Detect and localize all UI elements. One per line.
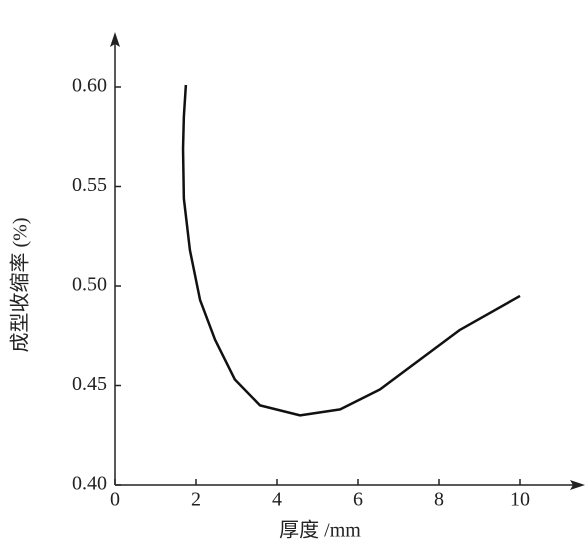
y-axis-label: 成型收缩率 (%) bbox=[9, 218, 32, 353]
y-tick-label: 0.60 bbox=[72, 75, 107, 97]
y-tick-label: 0.40 bbox=[72, 473, 107, 495]
y-tick-label: 0.55 bbox=[72, 174, 107, 196]
x-tick-label: 8 bbox=[434, 489, 444, 511]
x-arrow bbox=[570, 480, 585, 490]
x-tick-label: 6 bbox=[353, 489, 363, 511]
x-tick-label: 0 bbox=[110, 489, 120, 511]
x-axis-label: 厚度 /mm bbox=[279, 519, 361, 542]
y-tick-label: 0.50 bbox=[72, 274, 107, 296]
line bbox=[181, 84, 521, 417]
x-tick-label: 4 bbox=[272, 489, 282, 511]
y-arrow bbox=[110, 32, 120, 47]
x-tick-label: 2 bbox=[191, 489, 201, 511]
y-tick-label: 0.45 bbox=[72, 373, 107, 395]
x-tick-label: 10 bbox=[510, 489, 530, 511]
